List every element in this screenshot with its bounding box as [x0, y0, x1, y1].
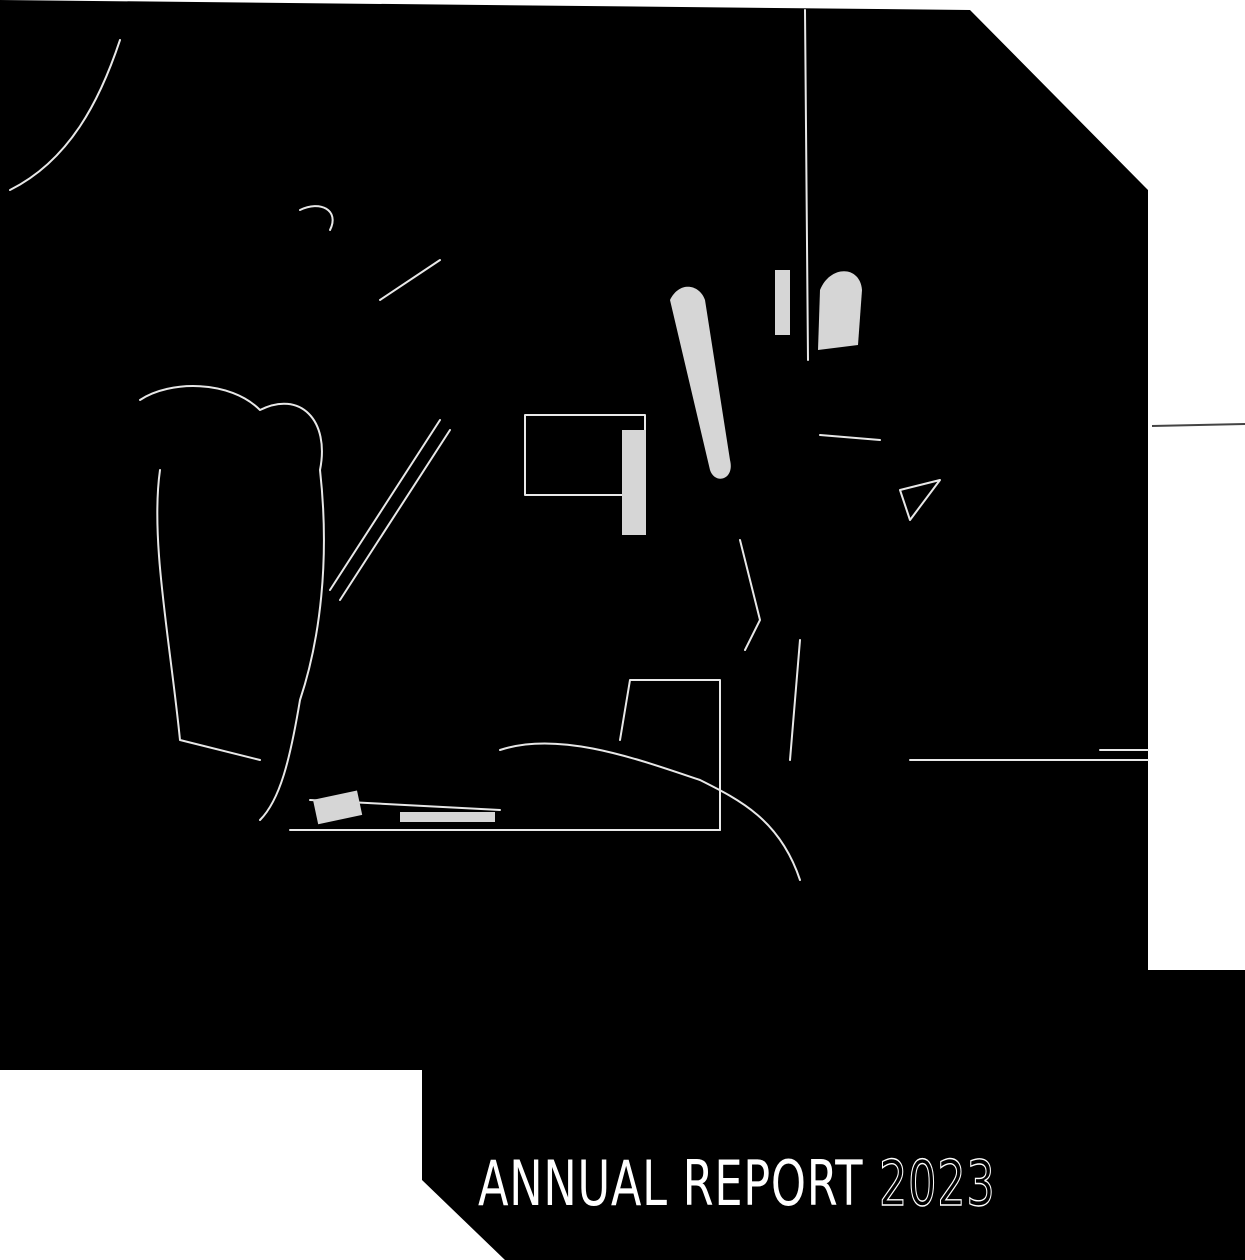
rule-line [1151, 423, 1245, 427]
cover-year: 2023 [879, 1148, 995, 1220]
title-group: ANNUAL REPORT 2023 [478, 1147, 995, 1220]
photo-sketch [9, 9, 1149, 881]
cover-title: ANNUAL REPORT [478, 1148, 863, 1220]
